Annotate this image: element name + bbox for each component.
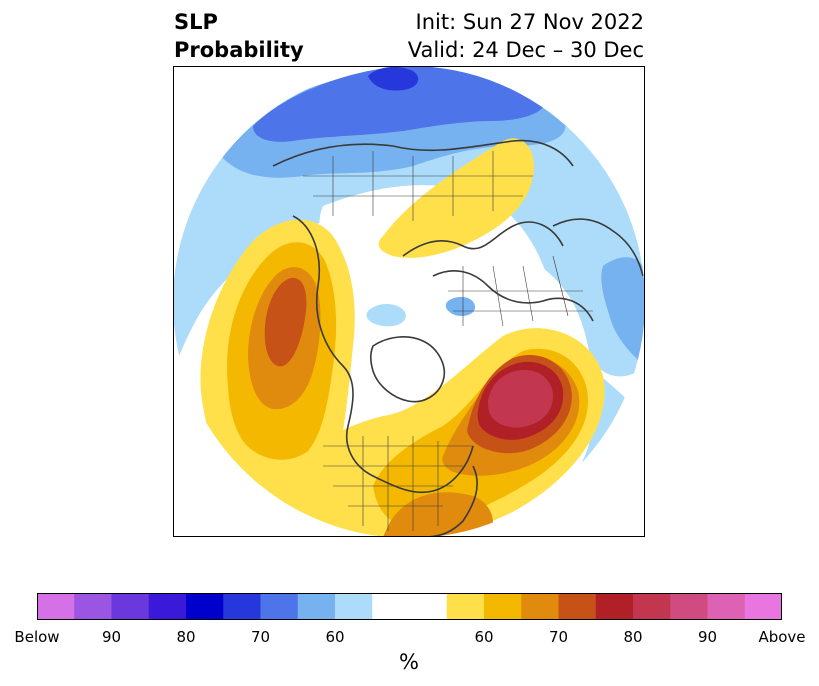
colorbar-segment <box>111 593 150 620</box>
colorbar-segment <box>372 593 448 620</box>
map-frame <box>173 66 645 537</box>
colorbar-segment <box>260 593 299 620</box>
map-fields <box>173 66 645 537</box>
colorbar-segment <box>186 593 224 620</box>
colorbar <box>37 593 782 620</box>
colorbar-unit: % <box>399 650 419 674</box>
colorbar-tick-label: 70 <box>548 628 569 646</box>
coastlines <box>272 139 644 537</box>
borders <box>303 151 593 531</box>
colorbar-segment <box>148 593 187 620</box>
field-blue-dark-north <box>253 66 545 142</box>
title-variable: SLP <box>174 10 218 34</box>
colorbar-segment <box>744 593 782 620</box>
colorbar-tick-label: 70 <box>250 628 271 646</box>
field-rust-pacific <box>264 277 307 367</box>
colorbar-tick-label: Above <box>758 628 806 646</box>
colorbar-segment <box>335 593 373 620</box>
colorbar-segment <box>484 593 522 620</box>
title-quantity: Probability <box>174 38 304 62</box>
colorbar-segment <box>595 593 634 620</box>
probability-map <box>173 66 645 537</box>
field-blue-mid-east <box>601 257 645 366</box>
colorbar-segment <box>37 593 75 620</box>
colorbar-segment <box>223 593 261 620</box>
colorbar-tick-label: 90 <box>697 628 718 646</box>
field-blue-deep-north <box>368 66 419 91</box>
colorbar-segment <box>670 593 708 620</box>
colorbar-segment <box>558 593 597 620</box>
valid-range: Valid: 24 Dec – 30 Dec <box>407 38 644 62</box>
colorbar-tick-label: Below <box>14 628 60 646</box>
field-crimson-atlantic <box>488 369 553 428</box>
colorbar-tick-label: 80 <box>623 628 643 646</box>
colorbar-segment <box>707 593 746 620</box>
field-blue-light-arctic <box>366 303 406 327</box>
colorbar-segment <box>297 593 336 620</box>
colorbar-segment <box>521 593 559 620</box>
colorbar-segment <box>74 593 112 620</box>
map-title: SLP Probability <box>174 8 304 64</box>
colorbar-segment <box>633 593 671 620</box>
colorbar-tick-label: 60 <box>325 628 345 646</box>
map-dates: Init: Sun 27 Nov 2022 Valid: 24 Dec – 30… <box>408 8 644 64</box>
init-date: Init: Sun 27 Nov 2022 <box>415 10 644 34</box>
colorbar-tick-label: 60 <box>474 628 494 646</box>
colorbar-tick-label: 80 <box>176 628 196 646</box>
field-yellow-eurasia <box>378 138 534 258</box>
colorbar-segment <box>446 593 485 620</box>
colorbar-frame <box>37 593 782 620</box>
colorbar-tick-label: 90 <box>101 628 122 646</box>
